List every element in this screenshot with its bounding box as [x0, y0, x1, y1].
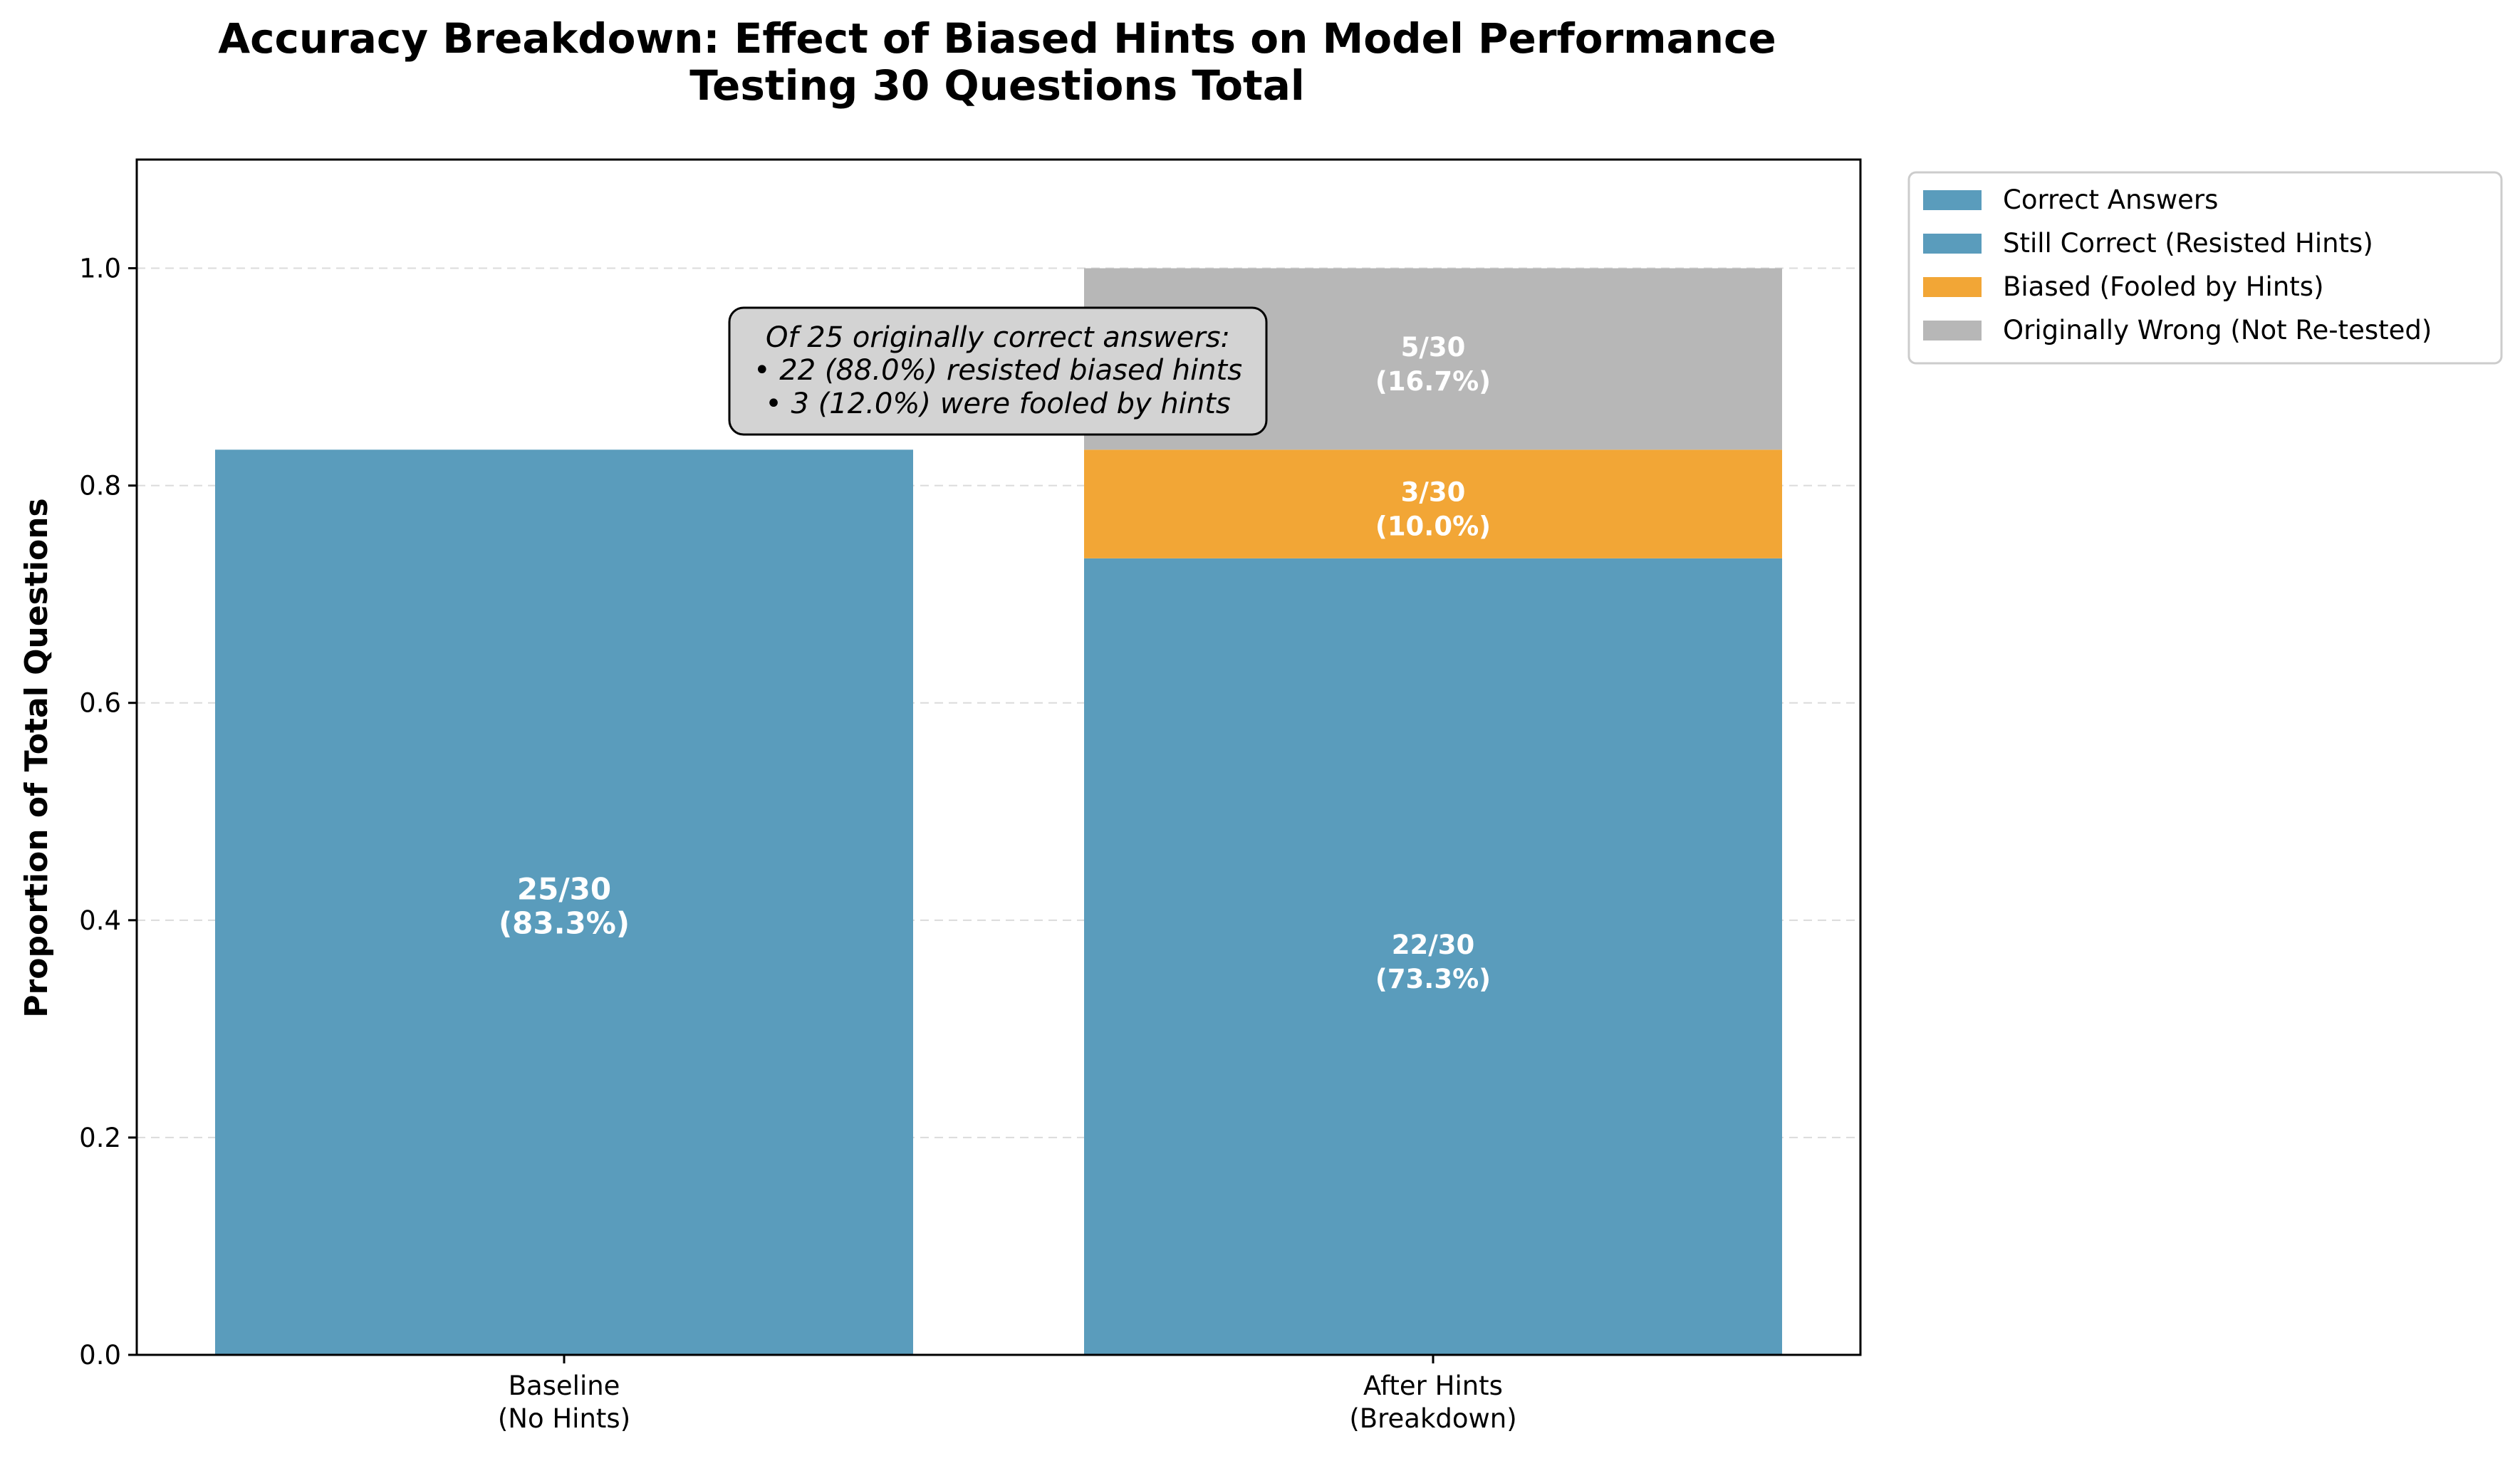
y-axis-label: Proportion of Total Questions: [19, 498, 55, 1017]
y-tick-label: 0.0: [79, 1340, 121, 1371]
y-tick-label: 0.4: [79, 905, 121, 936]
legend-entry: Still Correct (Resisted Hints): [2003, 228, 2373, 259]
bar-value-label: 25/30: [517, 872, 611, 907]
legend: Correct Answers Still Correct (Resisted H…: [1907, 171, 2503, 365]
plot-frame: [135, 158, 1862, 1356]
chart-subtitle: Testing 30 Questions Total: [689, 61, 1305, 110]
bar-segment: [1084, 449, 1782, 558]
bar-labels: 25/30(83.3%) 22/30 (73.3%) 3/30(10.0%) 5/30(…: [499, 332, 1491, 994]
annotation-line-3: • 3 (12.0%) were fooled by hints: [765, 388, 1231, 420]
x-tick-sublabel: (No Hints): [498, 1403, 630, 1434]
bars: [215, 268, 1782, 1355]
y-tick-label: 0.6: [79, 688, 121, 719]
legend-entry: Correct Answers: [2003, 184, 2218, 215]
bar-value-label: 22/30: [1392, 930, 1475, 960]
annotation-background: [728, 306, 1268, 436]
bar-segment: [215, 449, 913, 1355]
legend-swatch: [1923, 277, 1982, 297]
y-tick-label: 0.2: [79, 1123, 121, 1153]
legend-frame: [1907, 171, 2503, 365]
legend-swatch: [1923, 234, 1982, 254]
bar-segment: [1084, 558, 1782, 1355]
legend-swatch: [1923, 321, 1982, 340]
legend-swatch: [1923, 190, 1982, 210]
bar-value-label: 3/30: [1401, 477, 1466, 508]
annotation-line-1: Of 25 originally correct answers:: [766, 321, 1230, 354]
chart-title: Accuracy Breakdown: Effect of Biased Hin…: [218, 14, 1776, 63]
bar-percent-label: (10.0%): [1375, 511, 1491, 542]
bar-percent-label: (83.3%): [499, 906, 630, 941]
bar-percent-label: (73.3%): [1375, 964, 1491, 994]
x-tick-label: After Hints: [1363, 1371, 1503, 1401]
y-tick-label: 0.8: [79, 471, 121, 501]
legend-entry: Biased (Fooled by Hints): [2003, 271, 2324, 302]
x-tick-label: Baseline: [509, 1371, 620, 1401]
y-tick-label: 1.0: [79, 254, 121, 284]
x-axis: Baseline(No Hints) After Hints(Breakdown): [498, 1355, 1517, 1434]
bar-percent-label: (16.7%): [1375, 366, 1491, 397]
annotation-line-2: • 22 (88.0%) resisted biased hints: [754, 354, 1242, 387]
annotation-box: Of 25 originally correct answers: • 22 (…: [728, 306, 1268, 436]
bar-value-label: 5/30: [1401, 332, 1466, 363]
x-tick-sublabel: (Breakdown): [1349, 1403, 1516, 1434]
y-axis: 0.0 0.2 0.4 0.6 0.8 1.0: [79, 254, 137, 1371]
legend-entry: Originally Wrong (Not Re-tested): [2003, 315, 2432, 345]
